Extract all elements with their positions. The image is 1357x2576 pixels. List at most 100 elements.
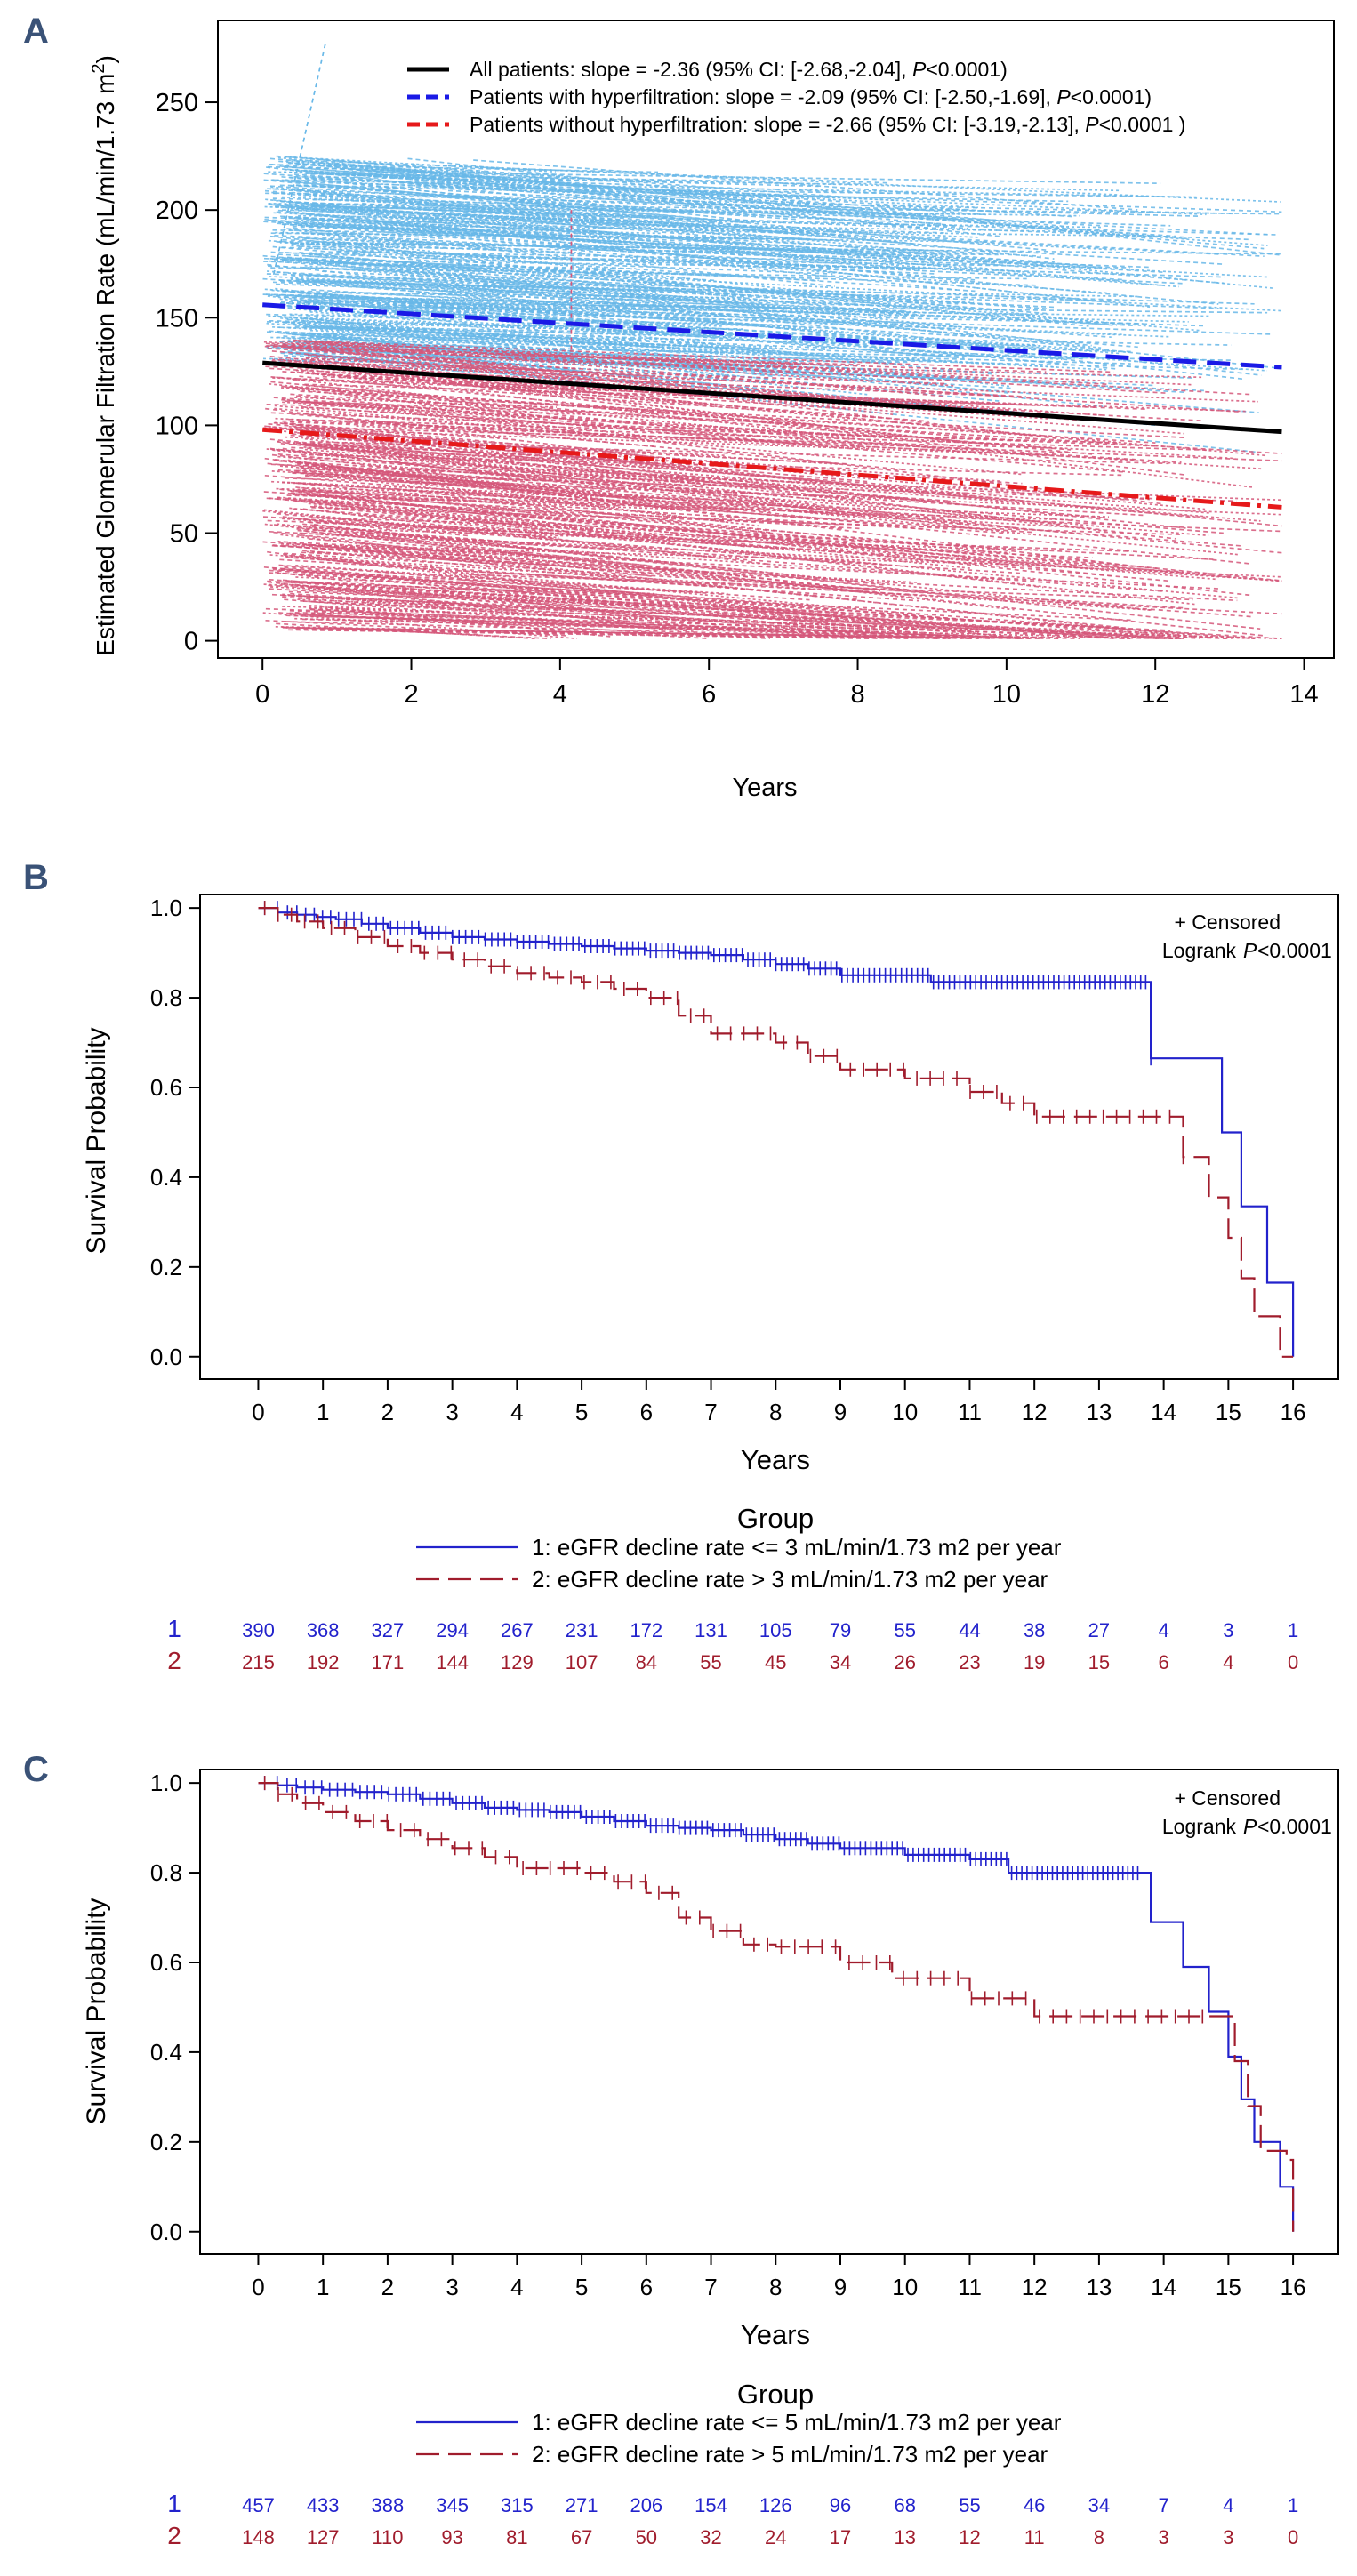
at-risk-count: 4 (1159, 1619, 1169, 1641)
trajectory-line (280, 534, 462, 557)
trajectory-line (277, 253, 715, 282)
y-tick-label: 0.2 (150, 2129, 182, 2155)
trajectory-line (272, 567, 1226, 640)
trajectory-line (306, 428, 510, 448)
trajectory-line (299, 207, 848, 265)
at-risk-count: 45 (765, 1651, 786, 1673)
survival-curve-group-1 (258, 1782, 1295, 2232)
trajectory-line (291, 243, 1282, 255)
trajectory-line (309, 157, 563, 181)
trajectory-line (303, 317, 1010, 395)
trajectory-line (361, 356, 1202, 379)
at-risk-count: 27 (1088, 1619, 1110, 1641)
at-risk-count: 3 (1159, 2526, 1169, 2548)
trajectory-line (288, 590, 662, 607)
trajectory-line (270, 381, 446, 399)
trajectory-line (283, 421, 1126, 501)
trajectory-line (308, 361, 948, 385)
trajectory-line (292, 489, 974, 549)
trajectory-line (277, 469, 548, 482)
panel-b-letter: B (23, 858, 49, 897)
trajectory-line (262, 293, 1205, 327)
trajectory-line (270, 344, 687, 387)
y-tick-label: 0.4 (150, 2039, 182, 2066)
at-risk-count: 32 (700, 2526, 721, 2548)
at-risk-count: 3 (1223, 2526, 1233, 2548)
trajectory-line (309, 607, 1282, 640)
trajectory-line (299, 375, 1094, 455)
y-tick-label: 0.6 (150, 1949, 182, 1976)
trajectory-line (281, 223, 539, 237)
trajectory-line (284, 165, 505, 186)
at-risk-count: 15 (1088, 1651, 1110, 1673)
panel-a-fitted-lines (262, 302, 1282, 510)
trajectory-line (356, 425, 870, 449)
trajectory-line (428, 599, 1160, 640)
x-tick-label: 12 (1022, 2274, 1048, 2300)
trajectory-line (393, 584, 1282, 640)
trajectory-line (296, 372, 930, 422)
trajectory-line (296, 395, 815, 446)
at-risk-count: 1 (1288, 1619, 1298, 1641)
trajectory-line (284, 566, 969, 640)
trajectory-line (343, 170, 1161, 185)
trajectory-line (311, 325, 1039, 346)
panel-a-x-axis: 0 2 4 6 8 10 12 14 (255, 658, 1319, 709)
panel-b-y-label: Survival Probability (82, 1027, 111, 1254)
trajectory-line (294, 388, 1032, 437)
trajectory-line (308, 538, 579, 562)
x-tick-label: 9 (834, 2274, 847, 2300)
x-tick-label: 6 (640, 2274, 653, 2300)
trajectory-line (263, 427, 1054, 456)
trajectory-line (275, 458, 730, 511)
trajectory-line (288, 629, 871, 640)
trajectory-line (306, 550, 920, 583)
panel-b-plot-area (258, 901, 1295, 1358)
at-risk-count: 105 (759, 1619, 792, 1641)
trajectory-line (266, 331, 1074, 360)
panel-b-logrank-label: Logrank (1162, 939, 1237, 962)
trajectory-line (470, 504, 772, 534)
panel-b: B 0 1 2 3 4 5 6 7 8 9 10 11 12 13 14 15 160.00.20.40.60.… (23, 858, 1339, 1674)
trajectory-line (465, 332, 804, 355)
trajectory-line (299, 252, 915, 317)
trajectory-line (288, 156, 556, 173)
trajectory-line (400, 461, 953, 502)
at-risk-count: 7 (1159, 2494, 1169, 2516)
trajectory-line (277, 156, 1120, 236)
trajectory-line (282, 594, 992, 640)
trajectory-line (267, 580, 594, 601)
trajectory-line (294, 208, 858, 253)
trajectory-line (285, 555, 919, 615)
at-risk-count: 26 (894, 1651, 915, 1673)
x-tick-label: 6 (640, 1399, 653, 1425)
at-risk-count: 267 (501, 1619, 534, 1641)
at-risk-count: 4 (1223, 2494, 1233, 2516)
trajectory-line (405, 306, 1144, 325)
trajectory-line (438, 182, 931, 229)
x-tick-label: 8 (769, 1399, 782, 1425)
at-risk-count: 11 (1024, 2526, 1045, 2548)
at-risk-count: 68 (894, 2494, 915, 2516)
trajectory-line (302, 273, 671, 300)
trajectory-line (313, 505, 1216, 581)
trajectory-line (297, 340, 1114, 373)
trajectory-line (305, 475, 1002, 521)
at-risk-count: 23 (959, 1651, 980, 1673)
panel-a: A 0 2 4 6 8 10 12 14 0 50 100 150 200 250 All patien… (23, 12, 1335, 802)
x-tick-label: 2 (404, 680, 418, 709)
at-risk-count: 46 (1024, 2494, 1045, 2516)
x-tick-label: 4 (510, 1399, 523, 1425)
trajectory-line (284, 296, 711, 305)
at-risk-count: 81 (506, 2526, 527, 2548)
panel-c-x-label: Years (741, 2319, 810, 2350)
trajectory-line (385, 364, 1103, 416)
trajectory-line (312, 164, 561, 177)
trajectory-line (264, 216, 789, 234)
at-risk-count: 55 (894, 1619, 915, 1641)
x-tick-label: 7 (704, 1399, 717, 1425)
trajectory-line (276, 179, 1049, 252)
trajectory-line (295, 576, 654, 595)
panel-a-y-label: Estimated Glomerular Filtration Rate (mL… (89, 55, 119, 656)
trajectory-line (292, 433, 1186, 529)
